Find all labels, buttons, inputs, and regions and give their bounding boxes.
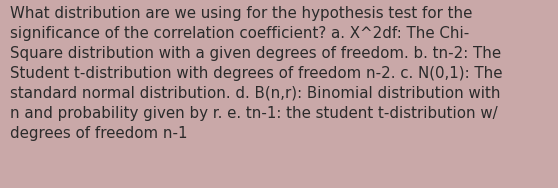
Text: What distribution are we using for the hypothesis test for the
significance of t: What distribution are we using for the h…	[10, 6, 503, 141]
